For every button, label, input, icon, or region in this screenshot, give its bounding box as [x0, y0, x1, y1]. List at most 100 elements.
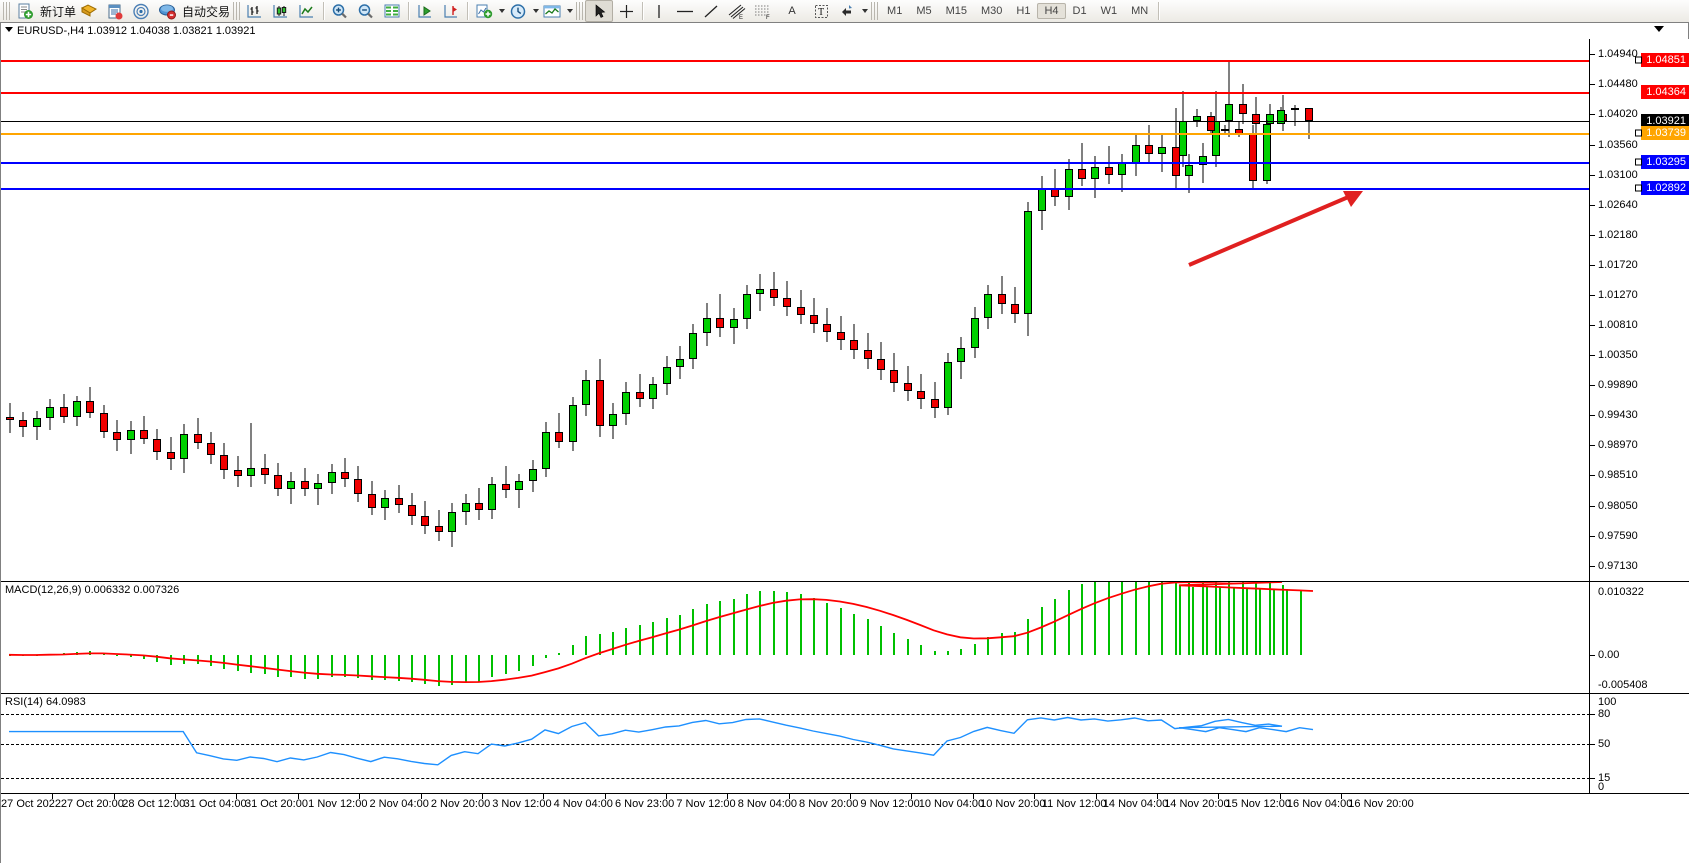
- candle: [1024, 39, 1033, 581]
- zoom-in-button[interactable]: [327, 1, 353, 21]
- level-anchor-handle[interactable]: [1635, 184, 1643, 192]
- rsi-plot-area[interactable]: [1, 694, 1590, 793]
- price-tag-support-lower[interactable]: 1.02892: [1635, 181, 1689, 196]
- metaeditor-button[interactable]: [102, 1, 128, 21]
- macd-histogram-bar: [397, 654, 400, 681]
- crosshair-button[interactable]: [613, 1, 639, 21]
- chart-title: EURUSD-,H4 1.03912 1.04038 1.03821 1.039…: [17, 25, 256, 37]
- timeframe-m1[interactable]: M1: [887, 5, 903, 17]
- candlestick-chart-button[interactable]: [268, 1, 294, 21]
- timeframe-h1[interactable]: H1: [1016, 5, 1031, 17]
- chart-shift-button[interactable]: [438, 1, 464, 21]
- text-button[interactable]: A: [788, 5, 796, 17]
- price-tag-resistance-upper[interactable]: 1.04851: [1635, 52, 1689, 67]
- zoom-out-button[interactable]: [353, 1, 379, 21]
- time-axis-label: 10 Nov 04:00: [918, 798, 985, 810]
- macd-histogram-bar: [1107, 582, 1110, 655]
- chart-collapse-caret-icon[interactable]: [1654, 26, 1664, 32]
- autotrading-button[interactable]: [154, 1, 180, 21]
- price-tag-support-upper[interactable]: 1.03295: [1635, 154, 1689, 169]
- new-order-icon: [18, 3, 33, 19]
- price-tick: [1590, 565, 1595, 567]
- line-chart-button[interactable]: [294, 1, 320, 21]
- price-pane[interactable]: 1.04940 1.04480 1.04020 1.03560 1.03100 1.026…: [1, 39, 1689, 581]
- fibonacci-button[interactable]: F: [750, 1, 776, 21]
- candle: [850, 39, 859, 581]
- macd-histogram-bar: [1179, 586, 1181, 655]
- templates-dropdown-caret[interactable]: [567, 9, 574, 13]
- macd-histogram-bar: [1282, 585, 1284, 655]
- price-plot-area[interactable]: [1, 39, 1590, 581]
- macd-histogram-bar: [786, 591, 789, 655]
- templates-button[interactable]: [539, 1, 565, 21]
- arrows-dropdown-caret[interactable]: [862, 9, 869, 13]
- price-tick-label: 1.01270: [1598, 288, 1638, 301]
- macd-pane[interactable]: MACD(12,26,9) 0.006332 0.007326 0.010322…: [1, 581, 1689, 693]
- cursor-button[interactable]: [585, 0, 614, 22]
- macd-histogram-bar: [598, 634, 601, 655]
- macd-histogram-bar: [813, 598, 815, 655]
- candle: [1158, 39, 1167, 581]
- level-line-resistance-lower[interactable]: [1, 91, 1590, 94]
- level-line-support-lower[interactable]: [1, 188, 1590, 191]
- vertical-line-button[interactable]: [646, 1, 672, 21]
- price-tag-entry-level[interactable]: 1.03739: [1635, 125, 1689, 140]
- toolbar-grip-2[interactable]: [233, 2, 241, 20]
- timeframe-m5[interactable]: M5: [916, 5, 932, 17]
- time-separator: [1156, 794, 1158, 799]
- price-scale[interactable]: 1.04940 1.04480 1.04020 1.03560 1.03100 1.026…: [1589, 39, 1689, 581]
- expert-advisors-button[interactable]: [76, 1, 102, 21]
- timeframe-h4[interactable]: H4: [1037, 3, 1066, 19]
- time-axis[interactable]: 27 Oct 2022 27 Oct 20:00 28 Oct 12:00 31 Oc…: [1, 793, 1689, 863]
- price-tag-resistance-lower[interactable]: 1.04364: [1641, 84, 1689, 99]
- macd-histogram-bar: [518, 654, 521, 671]
- trendline-button[interactable]: [698, 1, 724, 21]
- level-line-support-upper[interactable]: [1, 161, 1590, 164]
- macd-plot-area[interactable]: [1, 582, 1590, 693]
- arrows-button[interactable]: [834, 1, 860, 21]
- level-line-resistance-upper[interactable]: [1, 59, 1590, 62]
- toolbar-grip-3[interactable]: [576, 2, 584, 20]
- auto-scroll-button[interactable]: [412, 1, 438, 21]
- level-anchor-handle[interactable]: [1635, 56, 1643, 64]
- macd-histogram-bar: [437, 654, 440, 687]
- time-separator: [911, 794, 913, 799]
- time-separator: [788, 794, 790, 799]
- timeframe-d1[interactable]: D1: [1072, 5, 1087, 17]
- data-window-button[interactable]: [379, 1, 405, 21]
- horizontal-line-button[interactable]: [672, 1, 698, 21]
- chart-menu-caret-icon[interactable]: [5, 27, 13, 32]
- level-anchor-handle[interactable]: [1635, 158, 1643, 166]
- text-label-button[interactable]: T: [808, 1, 834, 21]
- price-tag-last-price[interactable]: 1.03921: [1641, 113, 1689, 128]
- price-tick: [1590, 144, 1595, 146]
- candle: [796, 39, 805, 581]
- macd-signal-line: [8, 582, 1314, 684]
- price-tick-label: 1.03100: [1598, 168, 1638, 181]
- toolbar-grip[interactable]: [3, 2, 10, 20]
- candle: [769, 39, 778, 581]
- candle: [1091, 39, 1100, 581]
- timeframe-m15[interactable]: M15: [945, 5, 967, 17]
- indicators-button[interactable]: [471, 1, 497, 21]
- rsi-pane[interactable]: RSI(14) 64.0983 100 80 50 15 0: [1, 693, 1689, 793]
- new-order-button[interactable]: [12, 1, 38, 21]
- level-line-entry-level[interactable]: [1, 132, 1590, 135]
- periods-dropdown-caret[interactable]: [533, 9, 540, 13]
- candle: [970, 39, 979, 581]
- bar-chart-button[interactable]: [242, 1, 268, 21]
- macd-histogram-bar: [1255, 582, 1258, 655]
- equidistant-channel-button[interactable]: E: [724, 1, 750, 21]
- price-tick: [1590, 354, 1595, 356]
- macd-histogram-bar: [1201, 582, 1204, 655]
- toolbar-grip-4[interactable]: [871, 2, 879, 20]
- timeframe-mn[interactable]: MN: [1131, 5, 1149, 17]
- periods-button[interactable]: [505, 1, 531, 21]
- timeframe-w1[interactable]: W1: [1100, 5, 1118, 17]
- rsi-line: [9, 716, 1314, 766]
- timeframe-m30[interactable]: M30: [981, 5, 1003, 17]
- level-line-last-price[interactable]: [1, 120, 1590, 122]
- level-anchor-handle[interactable]: [1635, 129, 1643, 137]
- signals-button[interactable]: [128, 1, 154, 21]
- indicators-dropdown-caret[interactable]: [499, 9, 506, 13]
